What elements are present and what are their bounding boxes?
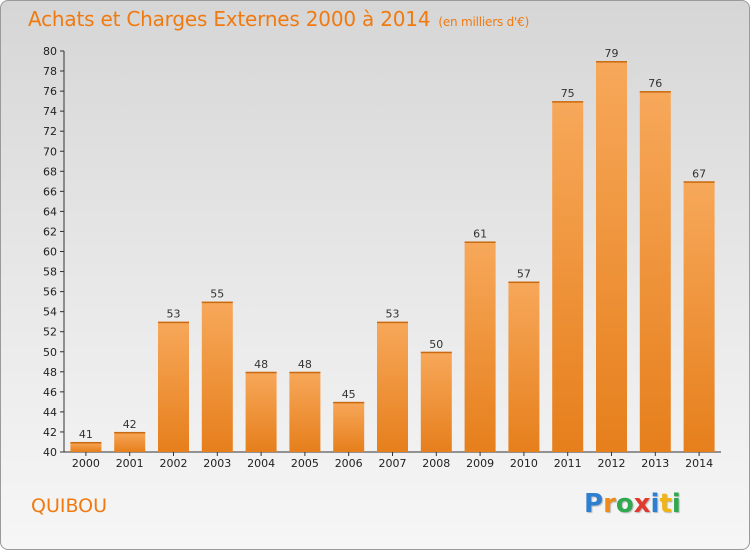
data-label-2005: 48 bbox=[298, 358, 312, 371]
bar-2013 bbox=[639, 91, 671, 452]
y-tick-label: 80 bbox=[43, 45, 57, 58]
bar-top-edge bbox=[552, 101, 584, 103]
bar-2007 bbox=[377, 321, 408, 452]
y-tick-label: 70 bbox=[43, 145, 57, 158]
bar-2010 bbox=[508, 281, 540, 452]
x-tick-label: 2004 bbox=[247, 457, 275, 470]
chart-title-text: Achats et Charges Externes 2000 à 2014 bbox=[28, 7, 431, 31]
y-tick-label: 58 bbox=[43, 266, 57, 279]
data-label-2013: 76 bbox=[648, 77, 662, 90]
chart-title: Achats et Charges Externes 2000 à 2014 (e… bbox=[28, 7, 529, 31]
data-label-2002: 53 bbox=[167, 308, 181, 321]
bar-top-edge bbox=[639, 91, 671, 93]
y-tick-label: 56 bbox=[43, 286, 57, 299]
y-tick-label: 68 bbox=[43, 165, 57, 178]
x-tick-label: 2008 bbox=[422, 457, 450, 470]
x-tick-label: 2010 bbox=[510, 457, 538, 470]
x-tick-label: 2011 bbox=[554, 457, 582, 470]
data-label-2010: 57 bbox=[517, 268, 531, 281]
bar-2001 bbox=[114, 431, 146, 452]
x-tick-label: 2013 bbox=[641, 457, 669, 470]
data-label-2007: 53 bbox=[386, 308, 400, 321]
bar-2011 bbox=[552, 101, 584, 452]
bar-top-edge bbox=[683, 181, 715, 183]
bar-top-edge bbox=[420, 351, 452, 354]
town-name: QUIBOU bbox=[31, 495, 108, 517]
y-tick-label: 48 bbox=[43, 366, 57, 379]
bar-top-edge bbox=[114, 431, 146, 434]
y-tick-label: 46 bbox=[43, 386, 57, 399]
bar-top-edge bbox=[289, 371, 321, 374]
data-label-2011: 75 bbox=[561, 87, 575, 100]
y-tick-label: 44 bbox=[43, 406, 57, 419]
y-tick-label: 62 bbox=[43, 225, 57, 238]
bar-2002 bbox=[158, 321, 189, 452]
bar-top-edge bbox=[158, 321, 189, 324]
y-tick-label: 66 bbox=[43, 185, 57, 198]
logo-letter: x bbox=[633, 489, 651, 519]
y-tick-label: 52 bbox=[43, 326, 57, 339]
data-label-2008: 50 bbox=[429, 338, 443, 351]
data-label-2004: 48 bbox=[254, 358, 268, 371]
chart-subtitle: (en milliers d'€) bbox=[438, 15, 530, 29]
bar-top-edge bbox=[70, 441, 102, 444]
bar-top-edge bbox=[377, 321, 408, 324]
data-label-2000: 41 bbox=[79, 428, 93, 441]
bar-2008 bbox=[420, 351, 452, 452]
bars bbox=[70, 61, 715, 453]
proxiti-logo[interactable]: Proxiti bbox=[584, 489, 681, 519]
bar-2000 bbox=[70, 441, 102, 452]
y-tick-label: 42 bbox=[43, 426, 57, 439]
bar-2014 bbox=[683, 181, 715, 452]
data-label-2001: 42 bbox=[123, 418, 137, 431]
bar-2012 bbox=[596, 61, 627, 453]
x-tick-label: 2001 bbox=[116, 457, 144, 470]
bar-2004 bbox=[245, 371, 277, 452]
data-label-2014: 67 bbox=[692, 167, 706, 180]
data-label-2012: 79 bbox=[605, 47, 619, 60]
data-labels: 41 42 53 55 48 48 45 53 50 61 57 75 79 76 67 bbox=[79, 47, 706, 441]
bar-top-edge bbox=[245, 371, 277, 374]
y-tick-label: 40 bbox=[43, 446, 57, 459]
bar-top-edge bbox=[201, 301, 233, 304]
bar-top-edge bbox=[333, 401, 365, 404]
logo-letter: i bbox=[650, 489, 660, 519]
bar-2005 bbox=[289, 371, 321, 452]
x-tick-label: 2005 bbox=[291, 457, 319, 470]
y-tick-label: 54 bbox=[43, 306, 57, 319]
x-tick-label: 2012 bbox=[598, 457, 626, 470]
x-tick-label: 2006 bbox=[335, 457, 363, 470]
bar-top-edge bbox=[508, 281, 540, 284]
y-tick-label: 76 bbox=[43, 85, 57, 98]
bar-top-edge bbox=[596, 61, 627, 63]
logo-letter: r bbox=[603, 489, 616, 519]
data-label-2003: 55 bbox=[210, 288, 224, 301]
y-tick-label: 78 bbox=[43, 65, 57, 78]
x-tick-label: 2002 bbox=[160, 457, 188, 470]
x-tick-label: 2014 bbox=[685, 457, 713, 470]
data-label-2009: 61 bbox=[473, 227, 487, 240]
x-tick-label: 2009 bbox=[466, 457, 494, 470]
y-tick-label: 60 bbox=[43, 246, 57, 259]
x-tick-label: 2007 bbox=[379, 457, 407, 470]
logo-letter: o bbox=[615, 489, 634, 519]
y-tick-label: 72 bbox=[43, 125, 57, 138]
y-tick-label: 74 bbox=[43, 105, 57, 118]
x-tick-label: 2003 bbox=[203, 457, 231, 470]
y-tick-label: 64 bbox=[43, 205, 57, 218]
logo-letter: P bbox=[584, 489, 604, 519]
axes: 40 42 44 46 48 50 52 54 56 58 60 62 64 66 68 70 72 74 76 78… bbox=[43, 45, 721, 470]
x-tick-label: 2000 bbox=[72, 457, 100, 470]
logo-letter: t bbox=[659, 489, 672, 519]
data-label-2006: 45 bbox=[342, 388, 356, 401]
bar-2003 bbox=[201, 301, 233, 452]
y-tick-label: 50 bbox=[43, 346, 57, 359]
bar-2006 bbox=[333, 401, 365, 452]
bar-2009 bbox=[464, 241, 496, 452]
bar-top-edge bbox=[464, 241, 496, 243]
logo-letter: i bbox=[671, 489, 681, 519]
